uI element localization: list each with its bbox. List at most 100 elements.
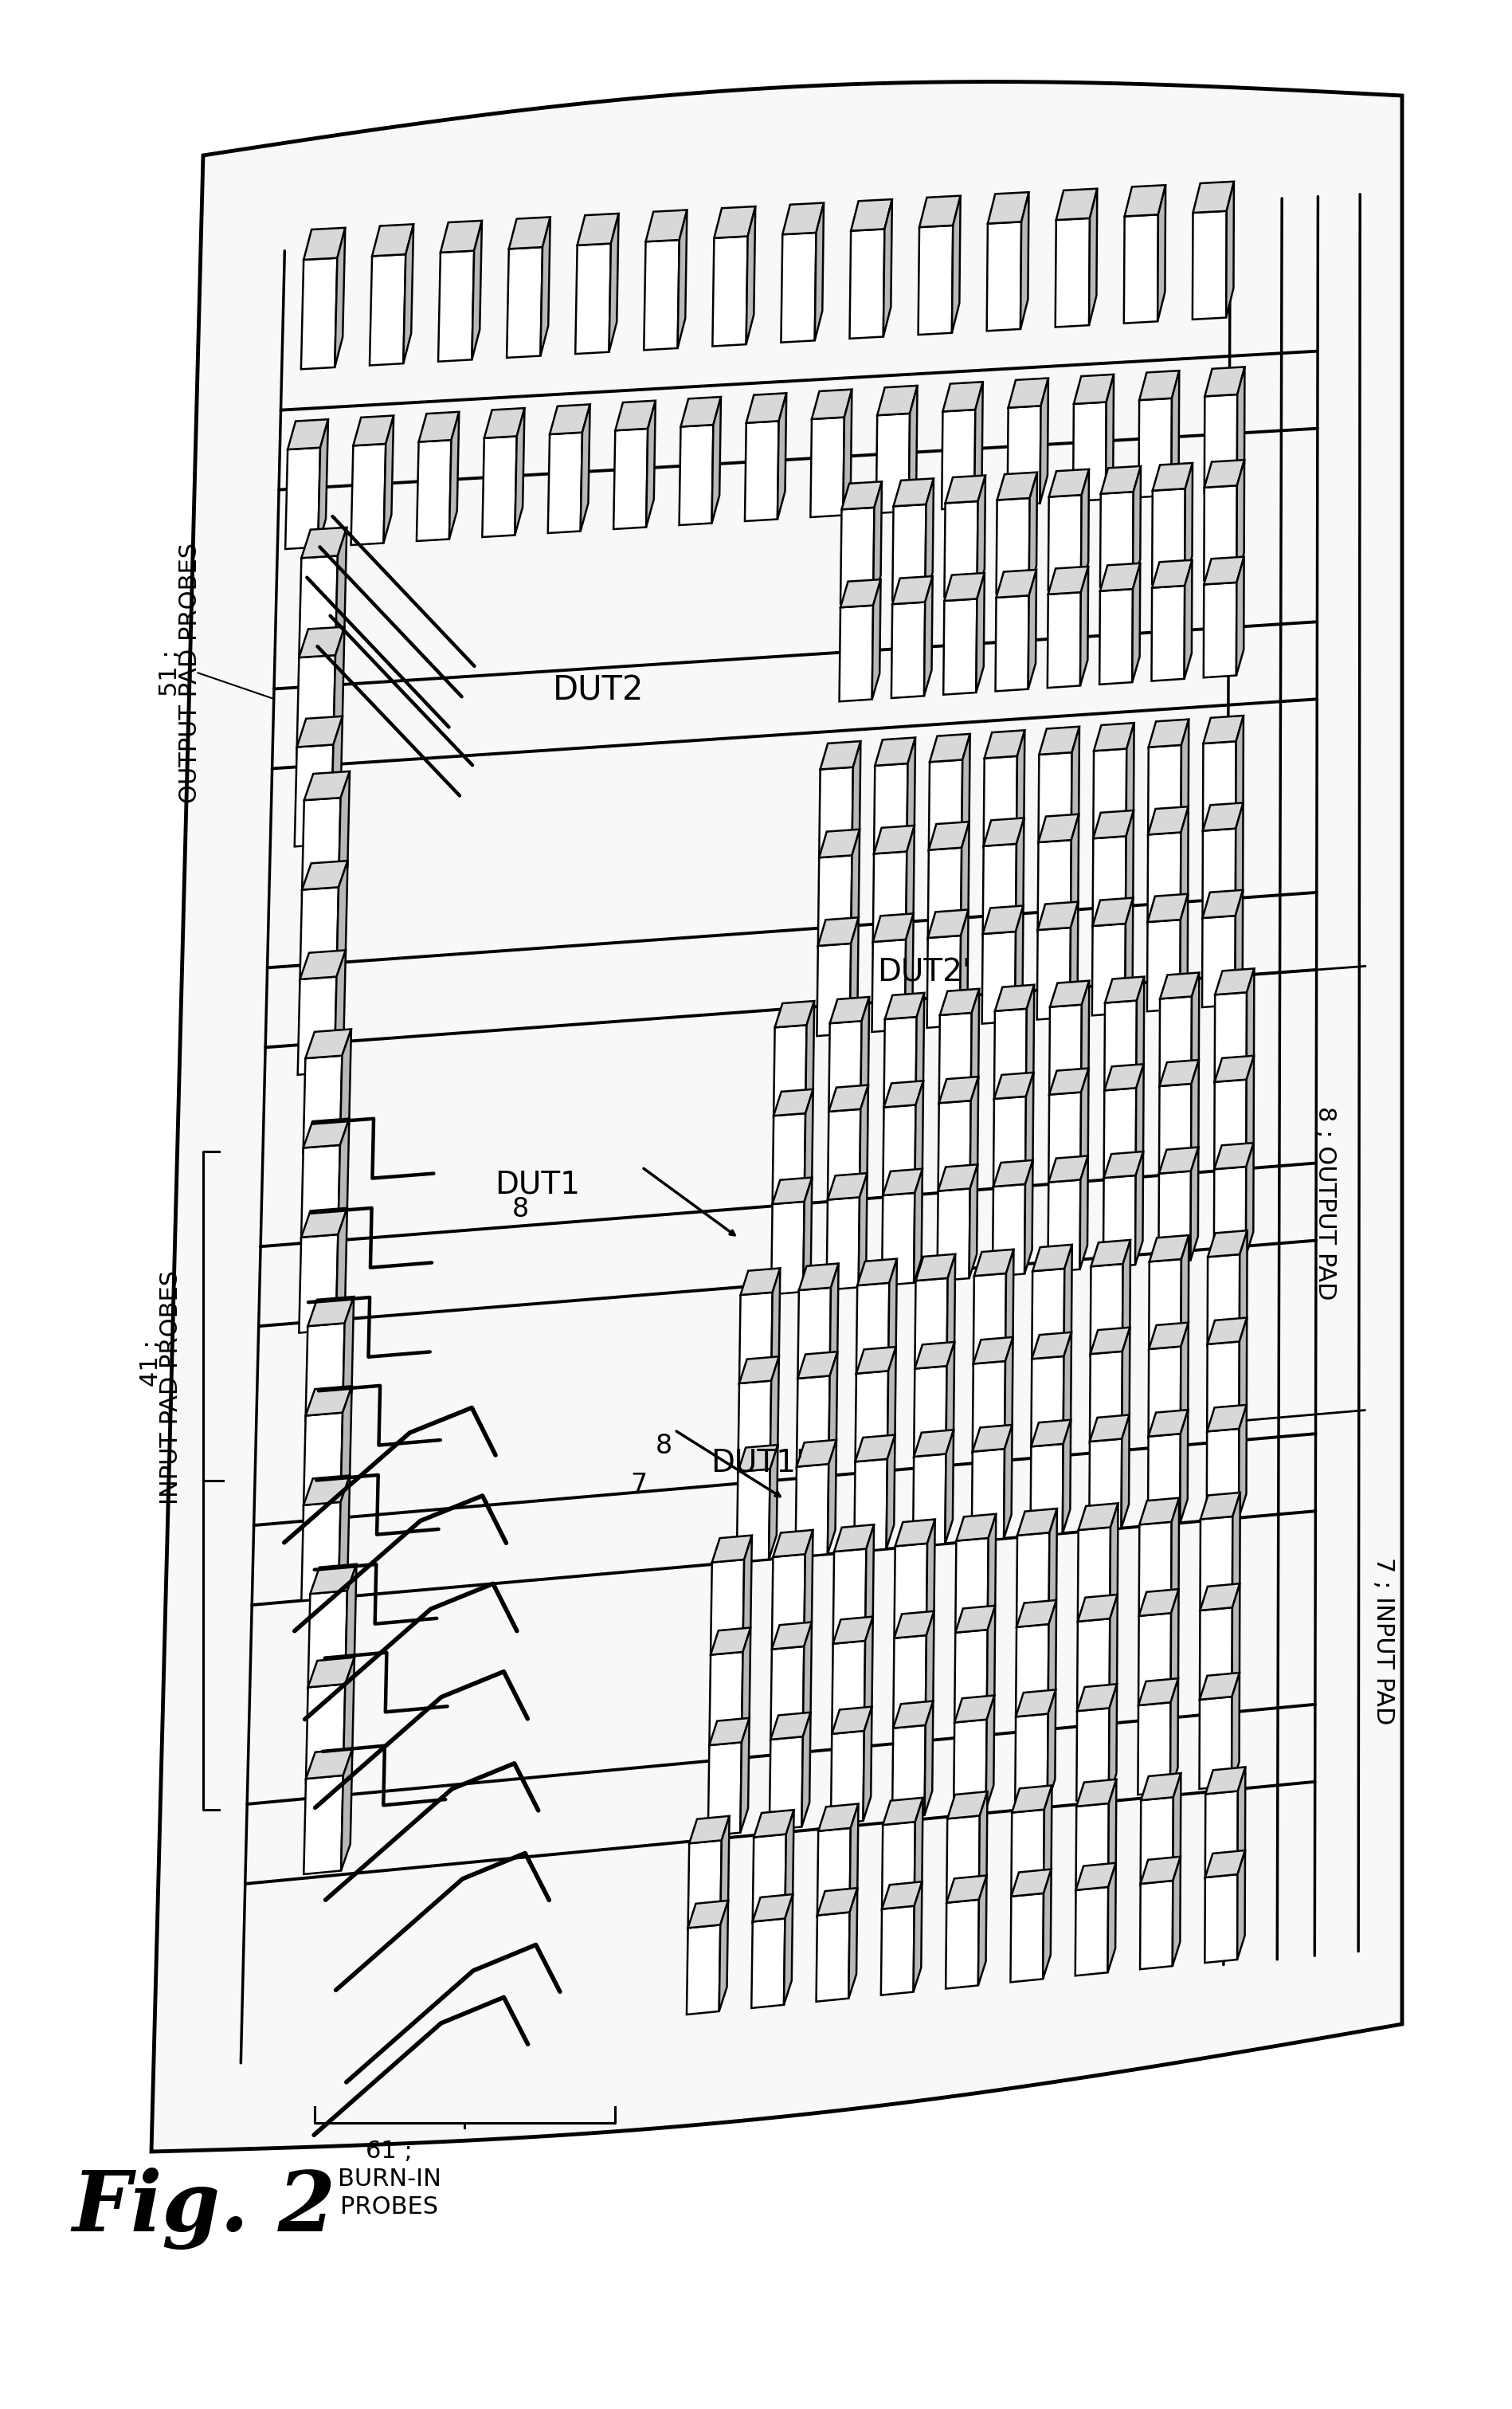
Polygon shape: [771, 1713, 810, 1739]
Polygon shape: [1063, 1332, 1072, 1445]
Polygon shape: [839, 605, 872, 701]
Polygon shape: [1205, 366, 1244, 397]
Polygon shape: [812, 390, 851, 419]
Polygon shape: [1139, 371, 1179, 400]
Polygon shape: [419, 412, 460, 441]
Polygon shape: [1099, 588, 1132, 684]
Polygon shape: [1238, 1404, 1246, 1518]
Polygon shape: [301, 1207, 348, 1238]
Polygon shape: [1092, 1241, 1131, 1267]
Polygon shape: [818, 855, 851, 947]
Polygon shape: [151, 82, 1402, 2151]
Polygon shape: [913, 1431, 954, 1457]
Polygon shape: [1139, 1679, 1178, 1706]
Polygon shape: [984, 819, 1024, 846]
Polygon shape: [1202, 889, 1243, 918]
Polygon shape: [894, 479, 933, 506]
Polygon shape: [883, 1797, 922, 1826]
Polygon shape: [972, 1448, 1004, 1542]
Polygon shape: [881, 1821, 915, 1910]
Polygon shape: [859, 1084, 868, 1200]
Polygon shape: [615, 400, 656, 431]
Polygon shape: [1101, 465, 1140, 494]
Polygon shape: [771, 1202, 804, 1294]
Polygon shape: [956, 1607, 995, 1633]
Polygon shape: [1205, 1850, 1244, 1877]
Polygon shape: [550, 405, 590, 434]
Polygon shape: [1207, 1342, 1240, 1433]
Polygon shape: [304, 771, 349, 800]
Polygon shape: [872, 581, 880, 699]
Polygon shape: [516, 407, 525, 535]
Polygon shape: [848, 1889, 857, 1999]
Polygon shape: [797, 1376, 830, 1469]
Polygon shape: [806, 1002, 815, 1115]
Polygon shape: [343, 1296, 354, 1419]
Polygon shape: [1152, 489, 1185, 583]
Polygon shape: [1081, 980, 1089, 1094]
Text: Fig. 2: Fig. 2: [71, 2168, 336, 2250]
Polygon shape: [342, 1749, 352, 1872]
Polygon shape: [851, 200, 892, 231]
Polygon shape: [850, 918, 859, 1033]
Polygon shape: [1181, 720, 1188, 834]
Polygon shape: [1208, 1318, 1247, 1344]
Polygon shape: [1139, 1522, 1172, 1614]
Polygon shape: [977, 573, 984, 691]
Polygon shape: [404, 224, 414, 364]
Polygon shape: [865, 1616, 872, 1730]
Polygon shape: [1214, 1079, 1246, 1171]
Polygon shape: [1055, 219, 1090, 328]
Polygon shape: [1204, 556, 1244, 585]
Polygon shape: [739, 1356, 779, 1383]
Polygon shape: [885, 1017, 916, 1108]
Polygon shape: [301, 528, 346, 559]
Polygon shape: [1158, 185, 1166, 320]
Polygon shape: [301, 1144, 340, 1243]
Polygon shape: [1122, 1241, 1131, 1354]
Polygon shape: [340, 1385, 352, 1508]
Polygon shape: [1104, 1176, 1136, 1267]
Polygon shape: [962, 735, 971, 850]
Polygon shape: [1043, 1869, 1051, 1978]
Polygon shape: [1012, 1869, 1051, 1896]
Polygon shape: [1170, 1679, 1178, 1792]
Polygon shape: [1232, 1583, 1240, 1696]
Polygon shape: [1080, 566, 1089, 687]
Polygon shape: [830, 1262, 839, 1378]
Polygon shape: [815, 202, 824, 340]
Polygon shape: [472, 222, 482, 359]
Polygon shape: [795, 1465, 829, 1556]
Polygon shape: [1148, 744, 1181, 836]
Polygon shape: [751, 1918, 785, 2009]
Text: DUT1': DUT1': [711, 1448, 804, 1477]
Polygon shape: [578, 214, 618, 246]
Polygon shape: [686, 1925, 720, 2014]
Polygon shape: [972, 1361, 1005, 1453]
Polygon shape: [987, 1513, 996, 1628]
Polygon shape: [1108, 1780, 1116, 1889]
Polygon shape: [711, 1559, 744, 1653]
Polygon shape: [940, 988, 980, 1014]
Polygon shape: [783, 1893, 792, 2004]
Polygon shape: [797, 1441, 836, 1467]
Polygon shape: [1108, 1862, 1116, 1973]
Polygon shape: [954, 1631, 987, 1722]
Polygon shape: [576, 243, 611, 354]
Polygon shape: [987, 193, 1028, 224]
Polygon shape: [924, 576, 933, 696]
Polygon shape: [1191, 1060, 1199, 1173]
Polygon shape: [1048, 494, 1081, 590]
Polygon shape: [894, 1544, 927, 1636]
Polygon shape: [894, 1636, 927, 1727]
Polygon shape: [1049, 1156, 1089, 1183]
Polygon shape: [1149, 1409, 1188, 1436]
Polygon shape: [1179, 894, 1188, 1009]
Polygon shape: [1078, 1527, 1110, 1619]
Polygon shape: [954, 1720, 987, 1812]
Polygon shape: [1136, 1152, 1143, 1265]
Polygon shape: [886, 1436, 895, 1549]
Polygon shape: [1237, 556, 1244, 675]
Polygon shape: [1232, 1494, 1240, 1604]
Polygon shape: [892, 1725, 925, 1819]
